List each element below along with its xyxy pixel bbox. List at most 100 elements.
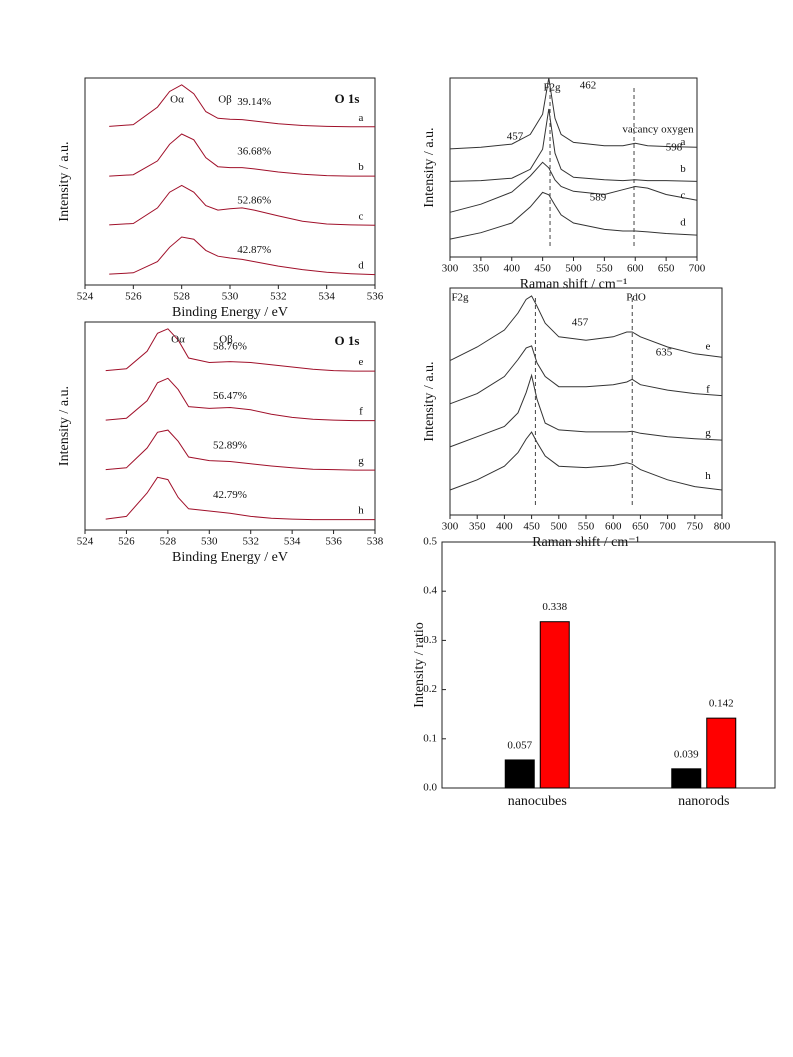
bar: [706, 717, 737, 789]
annotation: O 1s: [335, 91, 360, 106]
peak-percent: 36.68%: [237, 145, 271, 157]
y-tick-label: 0.4: [423, 585, 437, 597]
peak-percent: 42.87%: [237, 244, 271, 256]
plot-frame: [84, 321, 376, 531]
spectrum-line: [449, 108, 698, 182]
peak-percent: 58.76%: [213, 340, 247, 352]
x-tick-label: 528: [173, 291, 190, 303]
x-tick-label: 300: [442, 263, 459, 275]
bar-value-label: 0.057: [507, 739, 532, 751]
x-axis-label: Binding Energy / eV: [172, 550, 288, 565]
x-tick-label: 530: [201, 536, 218, 548]
peak-percent: 39.14%: [237, 96, 271, 108]
reference-label: 598: [666, 142, 683, 154]
x-tick-label: 400: [504, 263, 521, 275]
series-label: b: [358, 161, 364, 173]
spectrum-line: [109, 184, 376, 226]
x-tick-label: 750: [687, 521, 704, 533]
series-label: h: [705, 470, 711, 482]
series-label: b: [680, 163, 686, 175]
x-tick-label: 528: [160, 536, 177, 548]
spectrum-line: [449, 373, 723, 448]
series-label: e: [706, 341, 711, 353]
x-tick-label: nanorods: [678, 794, 729, 809]
y-tick-label: 0.5: [423, 536, 437, 548]
bar: [504, 759, 535, 789]
y-tick-label: 0.2: [423, 683, 437, 695]
x-tick-label: 400: [496, 521, 513, 533]
spectrum-line: [105, 328, 375, 372]
x-tick-label: 500: [565, 263, 582, 275]
y-axis-label: Intensity / a.u.: [422, 361, 437, 441]
bar-value-label: 0.338: [542, 601, 567, 613]
annotation: Oα: [171, 334, 185, 346]
spectrum-line: [105, 476, 375, 521]
spectrum-line: [105, 429, 375, 471]
annotation: vacancy oxygen: [622, 124, 694, 136]
x-tick-label: 650: [658, 263, 675, 275]
y-tick-label: 0.1: [423, 732, 437, 744]
plot-frame: [84, 77, 376, 286]
peak-percent: 52.86%: [237, 195, 271, 207]
y-tick-label: 0.0: [423, 782, 437, 794]
spectrum-line: [449, 161, 698, 213]
spectrum-line: [105, 377, 375, 422]
series-label: d: [680, 217, 686, 229]
series-label: g: [705, 427, 711, 439]
x-tick-label: 550: [578, 521, 595, 533]
x-tick-label: 524: [77, 291, 94, 303]
x-tick-label: 650: [632, 521, 649, 533]
series-label: d: [358, 260, 364, 272]
annotation: 589: [590, 192, 607, 204]
spectrum-line: [109, 133, 375, 177]
x-tick-label: 526: [125, 291, 142, 303]
x-tick-label: 700: [659, 521, 676, 533]
spectrum-line: [449, 345, 723, 405]
y-axis-label: Intensity / a.u.: [57, 141, 72, 221]
x-tick-label: 532: [270, 291, 287, 303]
series-label: a: [359, 112, 364, 124]
x-tick-label: 500: [551, 521, 568, 533]
x-tick-label: 300: [442, 521, 459, 533]
x-tick-label: 700: [689, 263, 706, 275]
y-axis-label: Intensity / a.u.: [57, 386, 72, 466]
x-tick-label: 534: [284, 536, 301, 548]
x-tick-label: 550: [596, 263, 613, 275]
x-tick-label: 450: [534, 263, 551, 275]
peak-percent: 56.47%: [213, 390, 247, 402]
spectrum-line: [449, 295, 723, 362]
bar-value-label: 0.039: [674, 748, 699, 760]
reference-label: 457: [572, 317, 589, 329]
series-label: a: [681, 136, 686, 148]
x-tick-label: 350: [473, 263, 490, 275]
spectrum-line: [109, 236, 376, 276]
series-label: f: [359, 406, 363, 418]
spectrum-line: [449, 431, 723, 491]
bar: [671, 768, 702, 789]
series-label: c: [359, 210, 364, 222]
x-tick-label: 450: [523, 521, 540, 533]
bar-value-label: 0.142: [709, 698, 734, 710]
plot-frame: [449, 77, 698, 258]
reference-label: 635: [656, 347, 673, 359]
annotation: Oβ: [218, 94, 232, 106]
y-tick-label: 0.3: [423, 634, 437, 646]
series-label: e: [359, 356, 364, 368]
x-tick-label: 536: [325, 536, 342, 548]
x-tick-label: 800: [714, 521, 731, 533]
annotation: Oβ: [219, 334, 233, 346]
x-tick-label: 524: [77, 536, 94, 548]
x-tick-label: 600: [605, 521, 622, 533]
x-tick-label: 538: [367, 536, 384, 548]
x-tick-label: 536: [367, 291, 384, 303]
annotation: PdO: [626, 292, 646, 304]
x-tick-label: 600: [627, 263, 644, 275]
y-axis-label: Intensity / ratio: [412, 622, 427, 708]
x-axis-label: Raman shift / cm⁻¹: [532, 535, 640, 550]
plot-frame: [441, 541, 776, 789]
annotation: F2g: [543, 82, 561, 94]
spectrum-line: [449, 191, 698, 240]
bar: [539, 621, 570, 789]
reference-label: 462: [580, 80, 597, 92]
